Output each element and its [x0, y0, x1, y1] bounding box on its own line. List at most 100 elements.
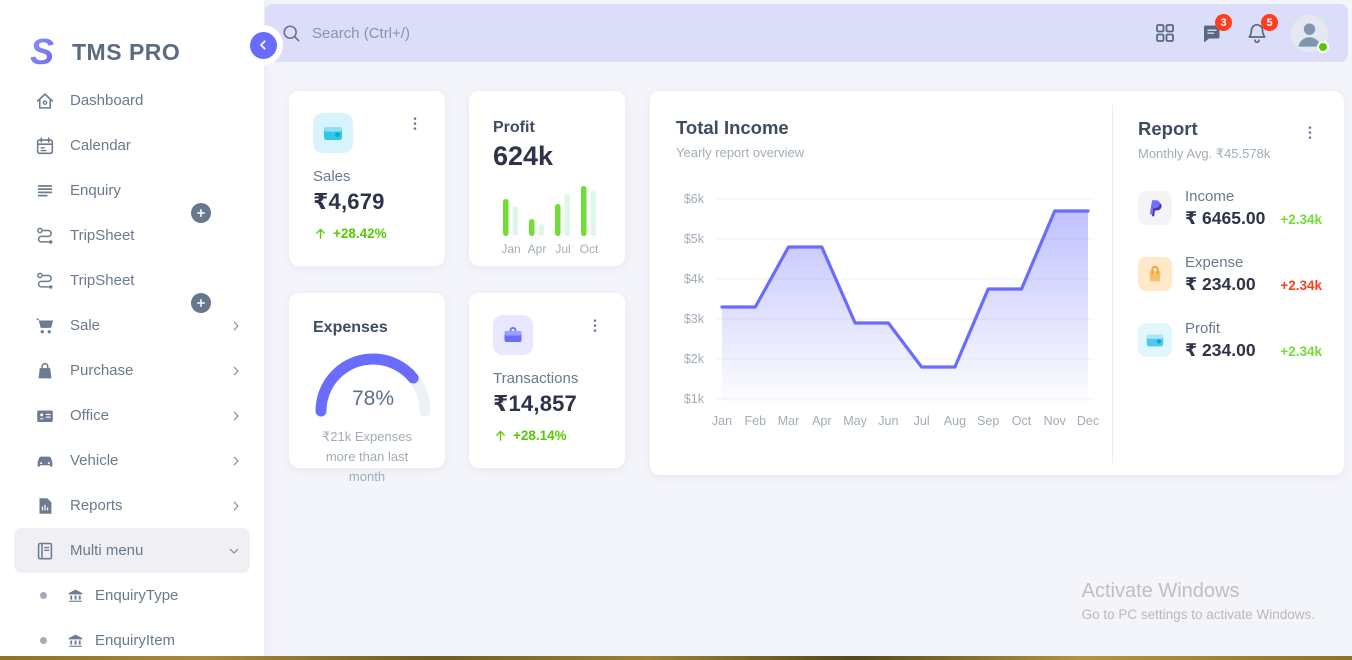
sidebar-item-label: Vehicle	[70, 452, 119, 469]
wallet-cyan-icon	[313, 113, 353, 153]
svg-text:$6k: $6k	[684, 192, 705, 206]
idcard-icon	[34, 405, 56, 427]
sidebar-item-tripsheet[interactable]: TripSheet	[0, 213, 264, 258]
report-row-profit: Profit ₹ 234.00 +2.34k	[1138, 320, 1344, 361]
sidebar-item-label: Calendar	[70, 137, 131, 154]
brand-logo-icon: S	[30, 33, 60, 71]
home-icon	[34, 90, 56, 112]
svg-text:Jul: Jul	[555, 242, 570, 256]
taskbar-edge	[0, 656, 1352, 660]
sidebar-item-label: TripSheet	[70, 272, 135, 289]
total-income-chart: $6k $5k $4k $3k $2k $1k Jan Feb Mar Apr May Jun Jul…	[664, 171, 1104, 447]
transactions-label: Transactions	[493, 370, 579, 387]
grid-apps-button[interactable]	[1153, 21, 1177, 45]
svg-text:S: S	[30, 33, 54, 71]
bullet-icon	[40, 592, 47, 599]
transactions-more-options-button[interactable]	[585, 315, 605, 337]
svg-text:Jan: Jan	[501, 242, 520, 256]
report-icon	[34, 495, 56, 517]
notification-badge: 5	[1261, 14, 1278, 31]
sidebar-item-vehicle[interactable]: Vehicle	[0, 438, 264, 483]
message-badge: 3	[1215, 14, 1232, 31]
svg-text:Oct: Oct	[1012, 414, 1032, 428]
sales-card: Sales ₹4,679 +28.42%	[289, 91, 445, 266]
report-more-options-button[interactable]	[1300, 122, 1320, 144]
report-row-value: ₹ 234.00	[1185, 274, 1256, 294]
sales-label: Sales	[313, 168, 351, 185]
report-title: Report	[1138, 118, 1198, 139]
bag-orange-icon	[1138, 257, 1172, 291]
sidebar-item-label: Dashboard	[70, 92, 144, 109]
total-income-subtitle: Yearly report overview	[676, 145, 805, 160]
svg-text:Sep: Sep	[977, 414, 999, 428]
sales-value: ₹4,679	[313, 189, 385, 214]
report-row-expense: Expense ₹ 234.00 +2.34k	[1138, 254, 1344, 295]
sidebar-item-dashboard[interactable]: Dashboard	[0, 78, 264, 123]
sales-more-options-button[interactable]	[405, 113, 425, 135]
report-row-label: Income	[1185, 188, 1235, 205]
briefcase-icon	[493, 315, 533, 355]
svg-text:Feb: Feb	[744, 414, 766, 428]
svg-text:Apr: Apr	[528, 242, 547, 256]
bullet-icon	[40, 637, 47, 644]
sidebar-item-label: EnquiryType	[95, 587, 179, 604]
chevron-right-icon	[228, 408, 244, 424]
notifications-button[interactable]: 5	[1245, 14, 1278, 45]
sidebar-item-label: Purchase	[70, 362, 134, 379]
expenses-caption: ₹21k Expenses more than last month	[322, 429, 412, 485]
brand: S TMS PRO	[0, 0, 264, 78]
svg-text:Dec: Dec	[1077, 414, 1099, 428]
grid-icon	[1153, 21, 1177, 45]
sidebar-item-purchase[interactable]: Purchase	[0, 348, 264, 393]
bag-icon	[34, 360, 56, 382]
sidebar-item-label: Office	[70, 407, 109, 424]
message-icon	[1199, 21, 1223, 45]
brand-name: TMS PRO	[72, 38, 181, 65]
bank-icon	[66, 586, 85, 605]
main-content: Sales ₹4,679 +28.42% Profit 624k Jan Apr J…	[264, 0, 1352, 660]
route-icon	[34, 225, 56, 247]
sidebar-item-enquiryitem[interactable]: EnquiryItem	[0, 618, 264, 660]
expenses-gauge-chart: 78%	[313, 351, 433, 417]
profit-mini-bar-chart: Jan Apr Jul Oct	[493, 178, 601, 256]
sidebar-item-tripsheet[interactable]: TripSheet	[0, 258, 264, 313]
svg-text:Jul: Jul	[914, 414, 930, 428]
watermark-line1: Activate Windows	[1081, 580, 1240, 602]
search-input[interactable]	[312, 24, 1153, 42]
sidebar-item-office[interactable]: Office	[0, 393, 264, 438]
svg-text:Jan: Jan	[712, 414, 732, 428]
online-status-dot	[1317, 40, 1329, 53]
svg-text:$3k: $3k	[684, 312, 705, 326]
report-row-income: Income ₹ 6465.00 +2.34k	[1138, 188, 1344, 229]
sidebar-collapse-button[interactable]	[243, 25, 283, 65]
sidebar-item-calendar[interactable]: Calendar	[0, 123, 264, 168]
sidebar-item-enquirytype[interactable]: EnquiryType	[0, 573, 264, 618]
profit-label: Profit	[493, 119, 535, 136]
messages-button[interactable]: 3	[1199, 14, 1232, 45]
profit-value: 624k	[493, 141, 554, 171]
profit-card: Profit 624k Jan Apr Jul Oct	[469, 91, 625, 266]
arrow-up-icon	[493, 428, 508, 443]
watermark-line2: Go to PC settings to activate Windows.	[1081, 607, 1315, 622]
transactions-card: Transactions ₹14,857 +28.14%	[469, 293, 625, 468]
topbar-actions: 3 5	[1153, 14, 1329, 53]
book-icon	[34, 540, 56, 562]
sidebar-item-multi-menu[interactable]: Multi menu	[14, 528, 250, 573]
avatar[interactable]	[1291, 14, 1329, 53]
add-button[interactable]	[191, 293, 211, 313]
transactions-delta: +28.14%	[493, 428, 601, 443]
report-row-delta: +2.34k	[1280, 278, 1322, 293]
report-row-delta: +2.34k	[1280, 212, 1322, 227]
report-row-delta: +2.34k	[1280, 344, 1322, 359]
sidebar-item-label: EnquiryItem	[95, 632, 176, 649]
report-row-label: Profit	[1185, 320, 1221, 337]
sidebar-item-enquiry[interactable]: Enquiry	[0, 168, 264, 223]
arrow-up-icon	[313, 226, 328, 241]
sidebar-item-label: Sale	[70, 317, 101, 334]
wallet-cyan-icon	[1138, 323, 1172, 357]
report-row-label: Expense	[1185, 254, 1244, 271]
sidebar-item-reports[interactable]: Reports	[0, 483, 264, 528]
report-row-value: ₹ 234.00	[1185, 340, 1256, 360]
sidebar-item-sale[interactable]: Sale	[0, 303, 264, 348]
add-button[interactable]	[191, 203, 211, 223]
